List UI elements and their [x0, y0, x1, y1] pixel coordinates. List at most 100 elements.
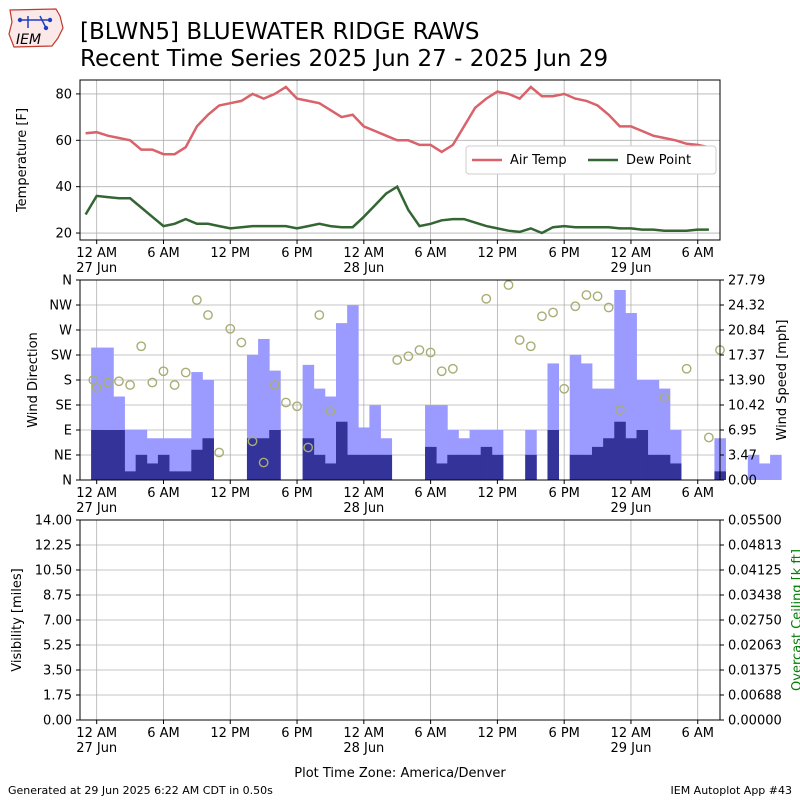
wind-speed-bar — [369, 454, 381, 480]
wind-speed-bar — [313, 454, 326, 480]
wind-direction-marker — [614, 405, 625, 415]
wind-direction-marker — [102, 377, 113, 388]
wind-direction-marker — [325, 406, 336, 417]
wind-speed-tick-label: 3.47 — [728, 449, 757, 464]
visibility-y-tick-label: 0.00 — [43, 714, 72, 729]
wind-x-tick-label: 6 AM — [414, 486, 447, 501]
wind-gust-bar — [191, 372, 203, 480]
wind-direction-marker — [525, 341, 536, 352]
wind-gust-bar — [770, 454, 782, 480]
temperature-x-tick-label: 12 PM — [210, 246, 250, 261]
visibility-x-tick-label: 6 AM — [414, 726, 447, 741]
wind-speed-tick-label: 27.79 — [728, 274, 765, 289]
wind-direction-tick-label: E — [64, 424, 72, 439]
visibility-x-tick-label: 6 PM — [548, 726, 579, 741]
ceiling-y-tick-label: 0.02063 — [728, 639, 782, 654]
wind-speed-bar — [469, 454, 482, 480]
wind-direction-marker — [681, 363, 692, 374]
wind-speed-bar — [592, 446, 604, 480]
wind-direction-marker — [214, 447, 225, 458]
wind-x-date-label: 29 Jun — [610, 501, 651, 516]
wind-direction-marker — [281, 397, 291, 408]
temperature-y-label: Temperature [F] — [15, 108, 30, 213]
visibility-y-tick-label: 1.75 — [43, 689, 72, 704]
ceiling-y-label: Overcast Ceiling [k ft] — [790, 549, 800, 691]
wind-direction-marker — [392, 355, 403, 365]
wind-plot-frame — [79, 279, 721, 481]
wind-direction-tick-label: S — [64, 374, 72, 389]
wind-direction-marker — [514, 335, 525, 345]
wind-direction-marker — [191, 295, 202, 305]
wind-speed-bar — [157, 454, 170, 480]
wind-direction-marker — [136, 341, 147, 352]
visibility-x-tick-label: 6 AM — [681, 726, 714, 741]
wind-speed-tick-label: 0.00 — [728, 474, 757, 489]
visibility-x-tick-label: 6 AM — [147, 726, 180, 741]
wind-gust-bar — [146, 438, 159, 480]
wind-x-tick-label: 12 PM — [210, 486, 250, 501]
wind-speed-bar — [569, 454, 582, 480]
wind-speed-tick-label: 10.42 — [728, 399, 765, 414]
wind-gust-bar — [358, 427, 370, 480]
wind-speed-bar — [603, 438, 615, 480]
wind-speed-bar — [258, 438, 270, 480]
wind-gust-bar — [324, 396, 337, 480]
wind-direction-marker — [603, 302, 614, 313]
dew-point-line — [84, 184, 709, 235]
wind-speed-bar — [135, 454, 148, 480]
wind-speed-bar — [358, 454, 370, 480]
legend-label-dew-point: Dew Point — [626, 153, 691, 168]
temperature-x-date-label: 29 Jun — [610, 261, 651, 276]
wind-speed-bar — [625, 438, 637, 480]
visibility-grid — [80, 519, 720, 721]
wind-gust-bar — [647, 379, 660, 480]
wind-gust-bar — [425, 405, 437, 480]
wind-gust-bar — [91, 347, 103, 480]
wind-x-date-label: 28 Jun — [343, 501, 384, 516]
wind-direction-marker — [703, 432, 714, 443]
wind-direction-y-label: Wind Direction — [26, 332, 41, 428]
visibility-x-tick-label: 12 PM — [478, 726, 518, 741]
wind-gust-bar — [436, 405, 448, 480]
visibility-y-tick-label: 14.00 — [35, 514, 72, 529]
wind-direction-marker — [447, 363, 458, 374]
temperature-y-tick-label: 20 — [55, 227, 72, 242]
wind-x-tick-label: 12 PM — [478, 486, 518, 501]
wind-direction-marker — [158, 366, 169, 377]
wind-direction-tick-label: SW — [51, 349, 72, 364]
wind-speed-bar — [614, 421, 626, 480]
wind-direction-tick-label: SE — [56, 399, 72, 414]
visibility-y-tick-label: 10.50 — [35, 564, 72, 579]
wind-bars — [91, 290, 782, 480]
logo-text: IEM — [16, 32, 41, 48]
wind-speed-bar — [169, 471, 181, 480]
ceiling-y-tick-label: 0.04125 — [728, 564, 782, 579]
temperature-ticks: 20 40 60 80 12 AM 6 AM 12 PM 6 PM 12 AM 6 AM 12 PM… — [55, 87, 714, 276]
temperature-x-tick-label: 6 AM — [414, 246, 447, 261]
wind-speed-bar — [669, 463, 682, 480]
wind-direction-marker — [314, 310, 325, 320]
wind-gust-bar — [169, 438, 181, 480]
wind-gust-bar — [758, 463, 771, 480]
wind-speed-bar — [458, 454, 470, 480]
wind-direction-marker — [114, 376, 124, 387]
wind-direction-marker — [203, 310, 213, 320]
visibility-x-date-label: 29 Jun — [610, 741, 651, 756]
chart-subtitle: Recent Time Series 2025 Jun 27 - 2025 Ju… — [80, 46, 609, 72]
wind-speed-bar — [146, 463, 159, 480]
visibility-x-tick-label: 12 AM — [611, 726, 652, 741]
wind-direction-marker — [581, 290, 592, 300]
temperature-legend: Air Temp Dew Point — [465, 145, 717, 175]
wind-gust-bar — [124, 429, 137, 480]
visibility-y-tick-label: 5.25 — [43, 639, 72, 654]
visibility-x-tick-label: 6 PM — [281, 726, 312, 741]
wind-speed-bar — [636, 429, 649, 480]
wind-gust-bar — [547, 363, 560, 480]
wind-speed-bar — [324, 463, 337, 480]
wind-speed-bar — [336, 421, 348, 480]
visibility-y-tick-label: 8.75 — [43, 589, 72, 604]
visibility-panel: 0.00 1.75 3.50 5.25 7.00 8.75 10.50 12.25 14.00 0… — [10, 514, 800, 757]
wind-direction-marker — [481, 293, 492, 304]
wind-direction-marker — [292, 401, 302, 412]
wind-direction-marker — [403, 351, 414, 362]
